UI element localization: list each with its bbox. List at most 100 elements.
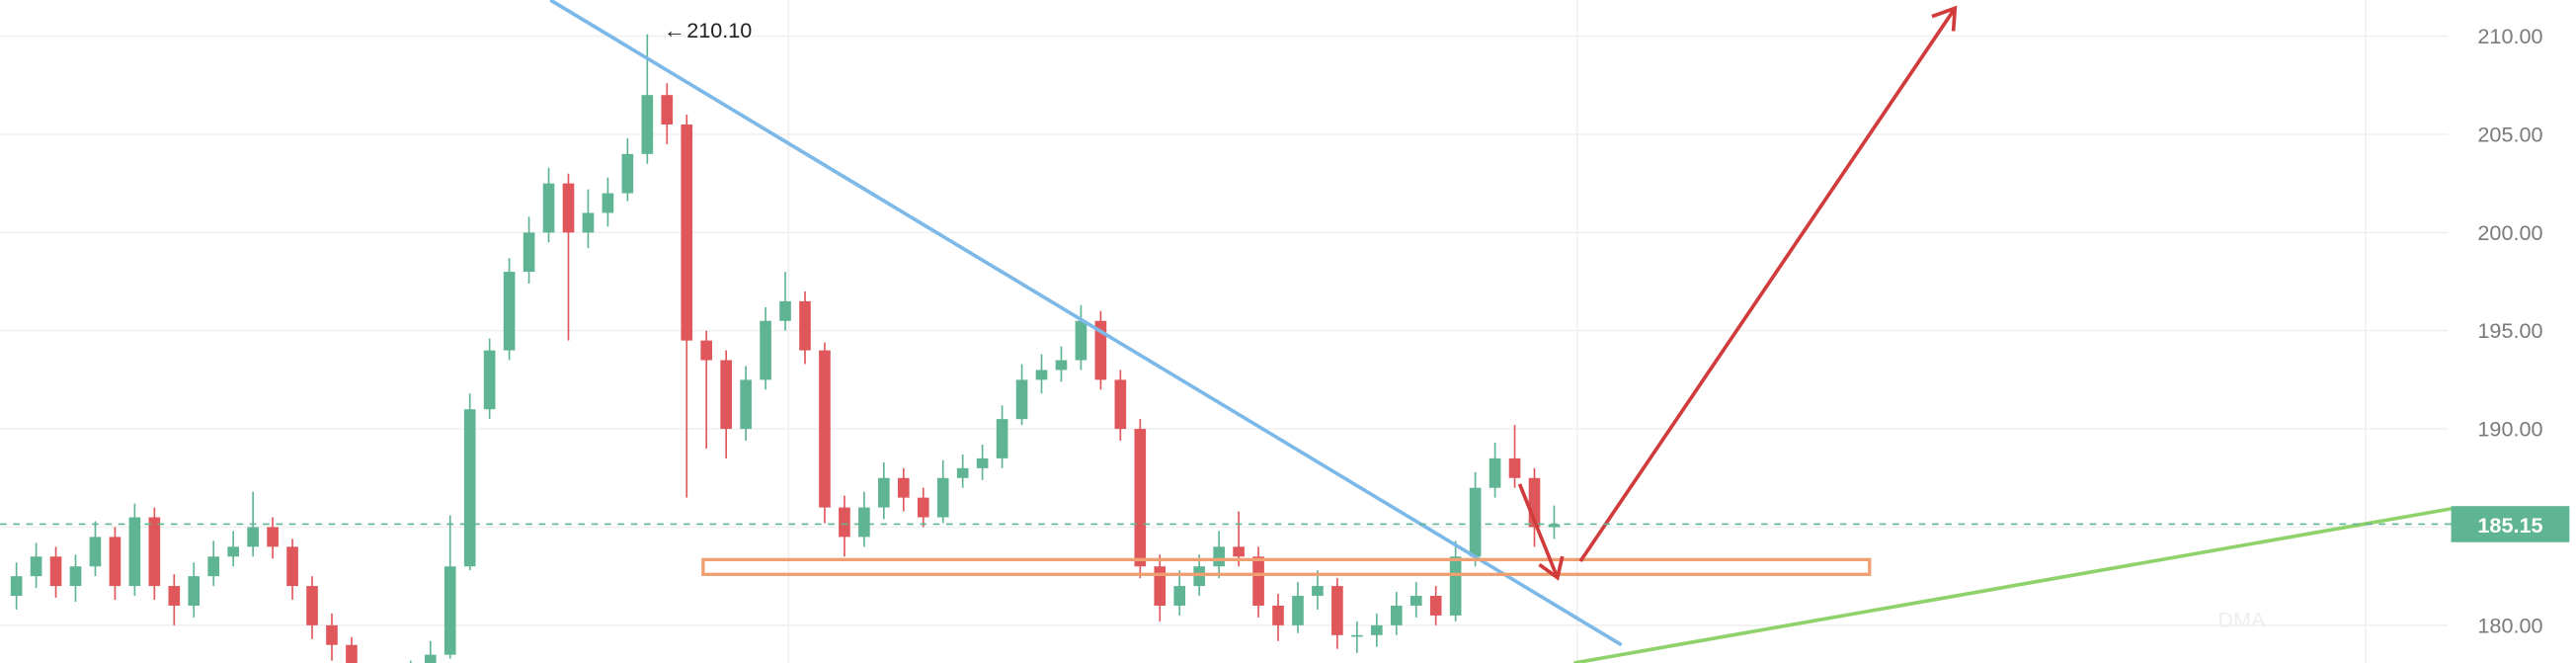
candle-body bbox=[1548, 524, 1561, 528]
candle-body bbox=[1154, 566, 1167, 606]
candle-body bbox=[1528, 477, 1541, 528]
candle-body bbox=[326, 624, 338, 645]
arrow-up bbox=[1578, 7, 1957, 563]
candle-body bbox=[740, 379, 752, 430]
arrow-head bbox=[1931, 5, 1958, 32]
candle-body bbox=[1252, 556, 1264, 606]
candle-body bbox=[700, 340, 713, 361]
candle-body bbox=[779, 300, 791, 321]
candle-body bbox=[1508, 457, 1521, 478]
candle-body bbox=[346, 644, 358, 663]
y-tick-label: 200.00 bbox=[2477, 220, 2542, 245]
candle-body bbox=[10, 576, 23, 597]
candle-body bbox=[799, 300, 811, 351]
y-tick-label: 195.00 bbox=[2477, 318, 2542, 343]
y-tick-label: 190.00 bbox=[2477, 417, 2542, 442]
candle-body bbox=[720, 360, 732, 430]
candle-body bbox=[1292, 596, 1304, 625]
candle-body bbox=[306, 586, 318, 625]
support-line bbox=[1573, 507, 2452, 663]
candle-body bbox=[188, 576, 201, 606]
candle-body bbox=[69, 566, 82, 587]
candle-body bbox=[463, 409, 476, 567]
candle-body bbox=[1429, 596, 1442, 616]
candle-body bbox=[582, 212, 595, 233]
y-tick-label: 205.00 bbox=[2477, 122, 2542, 146]
candle-body bbox=[1331, 586, 1343, 635]
drawings bbox=[549, 0, 2452, 663]
candle-body bbox=[443, 566, 456, 655]
candle-body bbox=[1449, 556, 1462, 616]
candle-body bbox=[1114, 379, 1127, 430]
candle-body bbox=[1213, 546, 1225, 567]
candle-body bbox=[207, 556, 220, 577]
candle-body bbox=[760, 320, 771, 380]
candle-body bbox=[897, 477, 910, 498]
candle-body bbox=[30, 556, 42, 577]
grid: 180.00185.00190.00195.00200.00205.00210.… bbox=[0, 24, 2543, 637]
candle-body bbox=[227, 546, 240, 557]
candle-body bbox=[542, 183, 555, 233]
candle-body bbox=[976, 457, 989, 468]
candle-body bbox=[1489, 457, 1501, 488]
y-tick-label: 210.00 bbox=[2477, 24, 2542, 48]
candle-body bbox=[1193, 566, 1206, 587]
candle-body bbox=[1370, 624, 1383, 635]
candle-body bbox=[1015, 379, 1028, 420]
candle-body bbox=[1409, 596, 1422, 606]
last-price-box bbox=[2451, 506, 2570, 542]
candle-body bbox=[483, 350, 496, 410]
candle-body bbox=[1351, 634, 1363, 637]
candle-body bbox=[1173, 586, 1186, 606]
candle-body bbox=[602, 193, 614, 213]
candle-body bbox=[128, 517, 141, 587]
candle-body bbox=[1272, 605, 1284, 625]
candle-body bbox=[1035, 370, 1048, 380]
candle-body bbox=[641, 95, 654, 154]
high-marker: ← bbox=[664, 18, 685, 42]
candle-body bbox=[878, 477, 890, 508]
zone-rect bbox=[701, 557, 1872, 576]
candle-body bbox=[1094, 320, 1107, 380]
candle-body bbox=[858, 507, 870, 538]
candle-body bbox=[89, 537, 102, 567]
last-price-label: 185.15 bbox=[2477, 513, 2542, 538]
candle-body bbox=[247, 527, 259, 547]
candle-body bbox=[1312, 586, 1324, 597]
watermark: DMA bbox=[2217, 607, 2266, 631]
candle-body bbox=[1055, 360, 1068, 371]
candle-body bbox=[917, 497, 929, 518]
candle-body bbox=[424, 654, 437, 663]
candle-body bbox=[267, 527, 279, 547]
candle-body bbox=[621, 153, 634, 194]
candle-body bbox=[1469, 487, 1482, 557]
candle-body bbox=[503, 272, 516, 351]
arrow-head bbox=[1538, 555, 1565, 581]
trend-line bbox=[549, 0, 1623, 647]
candle-body bbox=[661, 95, 674, 125]
candle-body bbox=[49, 556, 62, 587]
candle-body bbox=[996, 419, 1008, 458]
candle-body bbox=[819, 350, 831, 508]
overlay: 185.15 ← 210.10 bbox=[0, 18, 2570, 542]
candle-body bbox=[936, 477, 949, 518]
candle-body bbox=[562, 183, 575, 233]
candle-body bbox=[1134, 429, 1147, 567]
y-tick-label: 180.00 bbox=[2477, 613, 2542, 637]
candles bbox=[10, 34, 1561, 663]
candle-body bbox=[956, 467, 969, 478]
candle-body bbox=[148, 517, 161, 587]
candle-body bbox=[286, 546, 298, 587]
candle-body bbox=[109, 537, 121, 587]
candle-body bbox=[1075, 320, 1087, 361]
candle-body bbox=[168, 586, 181, 606]
candle-body bbox=[681, 124, 693, 341]
candle-body bbox=[839, 507, 850, 538]
candle-body bbox=[1233, 546, 1245, 557]
candle-body bbox=[1390, 605, 1403, 625]
candle-body bbox=[523, 232, 535, 273]
arrow-down bbox=[1517, 483, 1560, 579]
high-label: 210.10 bbox=[686, 18, 752, 42]
